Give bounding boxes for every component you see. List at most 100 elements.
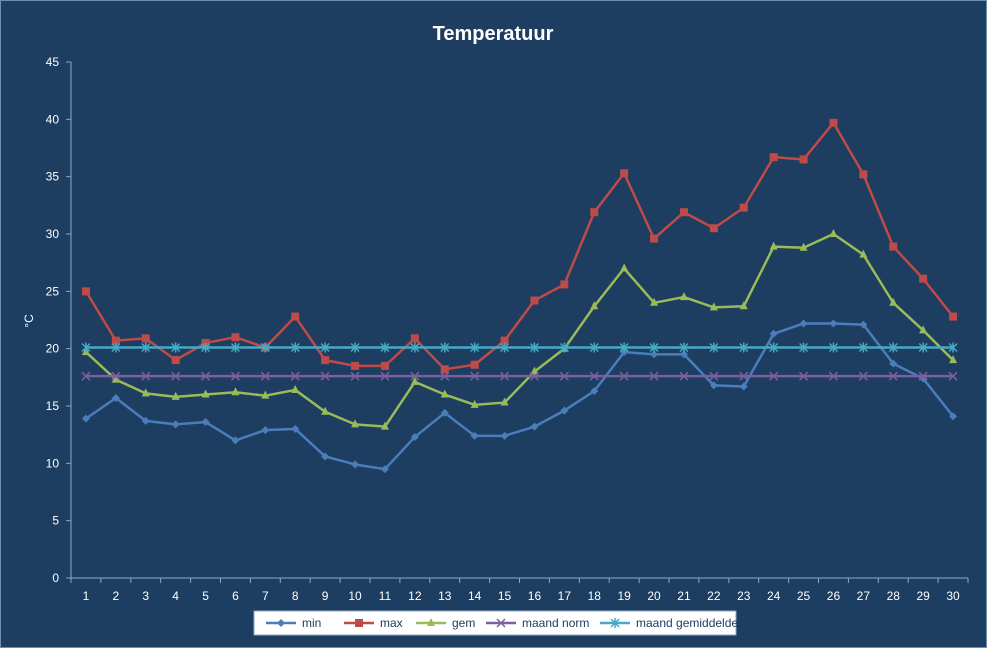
data-point-maand-norm <box>500 371 510 381</box>
data-point-gem <box>500 397 509 406</box>
data-point-gem <box>679 292 688 301</box>
y-tick-label: 0 <box>52 571 59 585</box>
data-point-maand-gemiddelde <box>828 342 838 353</box>
data-point-maand-norm <box>111 371 121 381</box>
legend-swatch-marker <box>496 618 506 628</box>
data-point-max <box>769 153 778 162</box>
data-point-max <box>560 280 569 289</box>
series-maand-norm <box>81 371 958 381</box>
data-point-min <box>799 319 808 328</box>
legend-label: gem <box>452 616 475 630</box>
data-point-maand-gemiddelde <box>320 342 330 353</box>
series-layer <box>81 118 958 474</box>
data-point-maand-norm <box>470 371 480 381</box>
y-axis-title: °C <box>22 314 36 328</box>
series-gem <box>81 229 958 430</box>
data-point-maand-gemiddelde <box>260 342 270 353</box>
data-point-max <box>679 208 688 217</box>
data-point-gem <box>829 229 838 237</box>
data-point-maand-norm <box>440 371 450 381</box>
x-tick-label: 18 <box>588 589 602 603</box>
data-point-maand-gemiddelde <box>141 342 151 353</box>
y-tick-label: 20 <box>46 342 60 356</box>
data-point-gem <box>261 390 270 399</box>
data-point-gem <box>620 263 629 272</box>
data-point-gem <box>889 297 898 306</box>
data-point-maand-norm <box>559 371 569 381</box>
data-point-min <box>380 465 389 474</box>
data-point-maand-gemiddelde <box>799 342 809 353</box>
data-point-max <box>590 208 599 217</box>
data-point-gem <box>470 399 479 408</box>
x-tick-label: 24 <box>767 589 781 603</box>
data-point-gem <box>410 376 419 385</box>
y-tick-label: 30 <box>46 227 60 241</box>
data-point-maand-norm <box>201 371 211 381</box>
legend-item-min: min <box>266 616 321 630</box>
data-point-maand-norm <box>171 371 181 381</box>
data-point-min <box>859 320 868 329</box>
data-point-maand-gemiddelde <box>470 342 480 353</box>
x-tick-label: 14 <box>468 589 482 603</box>
y-tick-label: 25 <box>46 284 60 298</box>
data-point-maand-gemiddelde <box>81 342 91 353</box>
x-tick-label: 9 <box>322 589 329 603</box>
data-point-maand-norm <box>81 371 91 381</box>
x-tick-label: 17 <box>558 589 572 603</box>
data-point-min <box>769 329 778 338</box>
data-point-maand-norm <box>888 371 898 381</box>
data-point-maand-norm <box>619 371 629 381</box>
data-point-min <box>440 408 449 417</box>
x-tick-label: 28 <box>887 589 901 603</box>
data-point-maand-norm <box>589 371 599 381</box>
data-point-min <box>231 436 240 445</box>
data-point-maand-norm <box>649 371 659 381</box>
data-point-maand-norm <box>380 371 390 381</box>
data-point-min <box>111 393 120 402</box>
data-point-maand-gemiddelde <box>350 342 360 353</box>
series-maand-gemiddelde <box>81 342 958 353</box>
data-point-min <box>829 319 838 328</box>
data-point-min <box>351 460 360 469</box>
x-tick-label: 2 <box>113 589 120 603</box>
data-point-max <box>739 203 748 212</box>
data-point-maand-gemiddelde <box>888 342 898 353</box>
legend-item-max: max <box>344 616 403 630</box>
data-point-max <box>530 296 539 305</box>
x-tick-label: 7 <box>262 589 269 603</box>
data-point-maand-gemiddelde <box>589 342 599 353</box>
legend-item-maand-norm: maand norm <box>486 616 589 630</box>
y-tick-label: 15 <box>46 399 60 413</box>
data-point-maand-gemiddelde <box>739 342 749 353</box>
legend-label: min <box>302 616 321 630</box>
data-point-min <box>410 432 419 441</box>
legend-swatch-marker <box>610 618 620 628</box>
data-point-maand-gemiddelde <box>111 342 121 353</box>
legend-swatch-marker <box>277 619 285 627</box>
y-tick-label: 35 <box>46 170 60 184</box>
x-tick-label: 16 <box>528 589 542 603</box>
data-point-maand-gemiddelde <box>380 342 390 353</box>
data-point-maand-norm <box>858 371 868 381</box>
x-tick-label: 30 <box>946 589 960 603</box>
data-point-min <box>141 416 150 425</box>
legend-swatch-marker <box>355 619 363 627</box>
chart-title: Temperatuur <box>433 23 554 45</box>
data-point-min <box>201 418 210 427</box>
data-point-max <box>291 312 300 321</box>
data-point-gem <box>650 297 659 306</box>
data-point-min <box>590 387 599 396</box>
data-point-maand-norm <box>828 371 838 381</box>
data-point-max <box>470 360 479 369</box>
series-line-min <box>85 322 955 471</box>
data-point-min <box>321 452 330 461</box>
data-point-gem <box>440 389 449 398</box>
legend-swatch-marker <box>427 618 435 626</box>
data-point-max <box>949 312 958 321</box>
data-point-maand-gemiddelde <box>619 342 629 353</box>
data-point-maand-gemiddelde <box>679 342 689 353</box>
data-point-max <box>500 336 509 345</box>
data-point-max <box>799 155 808 164</box>
data-point-maand-norm <box>350 371 360 381</box>
